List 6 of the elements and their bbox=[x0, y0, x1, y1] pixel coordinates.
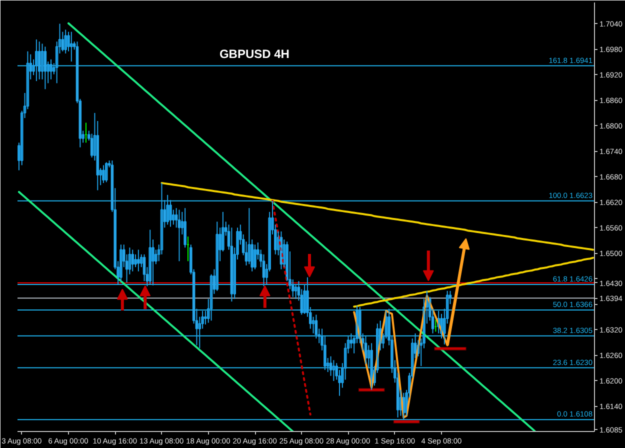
line-series bbox=[67, 22, 536, 432]
line-series bbox=[271, 200, 312, 416]
line-series bbox=[353, 256, 594, 308]
line-series bbox=[160, 182, 594, 251]
line-series bbox=[18, 190, 294, 432]
text: GBPUSD 4H bbox=[219, 46, 290, 61]
